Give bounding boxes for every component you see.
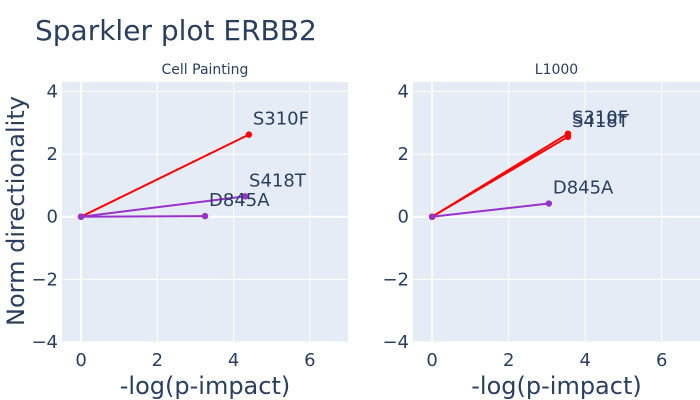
y-tick-label: 0 [47,207,58,228]
y-tick-label: 0 [398,207,409,228]
sparkler-line [81,215,206,218]
y-tick-label: −4 [382,332,409,353]
y-tick-label: 4 [47,81,58,102]
data-point [201,212,209,220]
data-point [545,200,553,207]
figure-title: Sparkler plot ERBB2 [35,14,317,47]
x-tick-label: 4 [579,350,590,371]
sparkler-line [80,133,250,218]
panel-0: 0 2 4 6 −4 −2 0 2 4 Cell Painting -log(p-impact) S3… [31,62,348,400]
x-tick-label: 6 [304,350,315,371]
x-tick-label: 6 [656,350,667,371]
plot-area [413,82,700,342]
y-tick-label: 4 [398,81,409,102]
plot-area [62,82,348,342]
x-tick-label: 2 [152,350,163,371]
x-tick-label: 4 [228,350,239,371]
panel-1: 0 2 4 6 −4 −2 0 2 4 L1000 -log(p-impact) S310FS418T… [382,62,700,400]
x-tick-label: 0 [75,350,86,371]
y-axis-title: Norm directionality [2,96,30,326]
origin-point [77,213,85,220]
sparkler-line [80,195,246,218]
x-axis-title: -log(p-impact) [471,372,641,400]
panel-title: Cell Painting [162,62,249,78]
x-tick-label: 0 [426,350,437,371]
sparkler-line [431,135,569,218]
point-label: S418T [572,111,630,132]
data-point [564,133,572,141]
point-label: S418T [249,170,307,191]
x-tick-label: 2 [503,350,514,371]
y-tick-label: −2 [31,269,58,290]
y-tick-label: −2 [382,269,409,290]
y-tick-label: 2 [398,144,409,165]
panel-title: L1000 [535,62,578,78]
point-label: D845A [553,178,614,199]
point-label: S310F [572,108,628,129]
data-point [245,131,253,138]
point-label: D845A [209,190,270,211]
data-point [241,193,249,200]
point-label: S310F [253,109,309,130]
y-tick-label: −4 [31,332,58,353]
x-axis-title: -log(p-impact) [120,372,290,400]
origin-point [428,213,436,220]
y-tick-label: 2 [47,144,58,165]
sparkler-line [432,202,549,218]
